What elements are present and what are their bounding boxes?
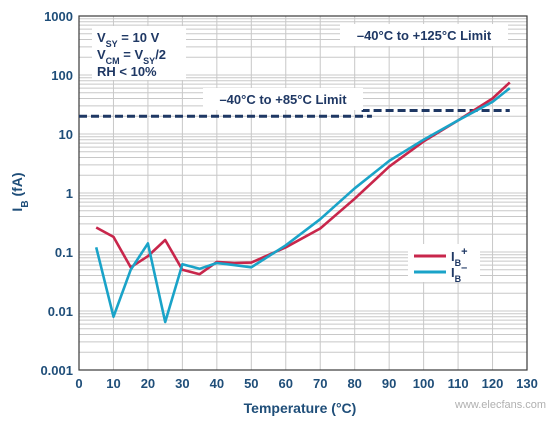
x-axis-label: Temperature (°C) (244, 400, 357, 416)
x-tick-label: 80 (347, 376, 361, 391)
y-tick-label: 10 (59, 127, 73, 142)
x-tick-label: 70 (313, 376, 327, 391)
tick-labels: 0 10 20 30 40 50 60 70 80 90 100 110 120 1300.0010.01… (40, 9, 537, 391)
x-tick-label: 0 (75, 376, 82, 391)
y-tick-label: 100 (51, 68, 73, 83)
x-tick-label: 90 (382, 376, 396, 391)
limit-85c-label-bg (203, 88, 363, 110)
watermark: www.elecfans.com (454, 399, 546, 411)
limit-lines: –40°C to +85°C Limit –40°C to +125°C Limi… (79, 24, 510, 118)
legend-bg (408, 244, 480, 282)
limit-125c-label-bg (340, 24, 508, 46)
x-tick-label: 20 (141, 376, 155, 391)
x-tick-label: 100 (413, 376, 435, 391)
limit-125c-label: –40°C to +125°C Limit (357, 28, 492, 43)
y-tick-label: 1 (66, 186, 73, 201)
condition-line: RH < 10% (97, 64, 157, 79)
x-tick-label: 60 (279, 376, 293, 391)
legend: IB+IB– (408, 244, 480, 284)
y-tick-label: 0.001 (40, 363, 73, 378)
plot-frame (78, 15, 528, 371)
x-tick-label: 50 (244, 376, 258, 391)
x-tick-label: 30 (175, 376, 189, 391)
x-tick-label: 130 (516, 376, 538, 391)
y-tick-label: 0.1 (55, 245, 73, 260)
x-tick-label: 40 (210, 376, 224, 391)
y-tick-label: 0.01 (48, 304, 73, 319)
limit-85c-label: –40°C to +85°C Limit (219, 92, 347, 107)
x-tick-label: 110 (448, 376, 469, 391)
x-tick-label: 120 (482, 376, 504, 391)
y-tick-label: 1000 (44, 9, 73, 24)
data-series (94, 81, 511, 324)
plot-border (78, 15, 528, 371)
conditions-box-bg (92, 26, 186, 80)
x-tick-label: 10 (106, 376, 120, 391)
series-ib-minus-line (94, 87, 511, 324)
